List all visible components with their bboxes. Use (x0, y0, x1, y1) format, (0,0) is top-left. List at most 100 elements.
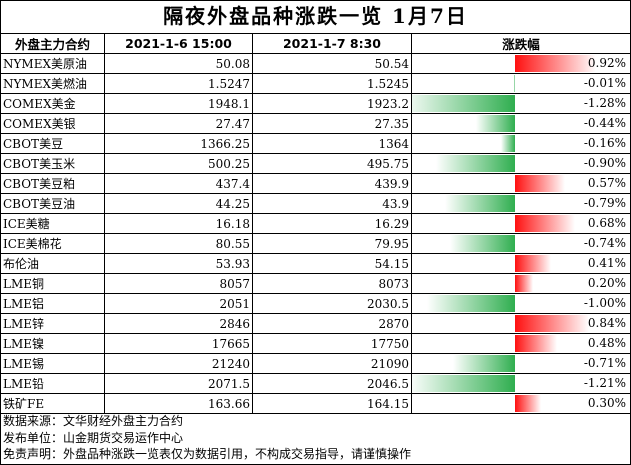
change-cell: 0.92% (411, 53, 631, 74)
curr-price: 439.9 (252, 173, 412, 194)
page-title: 隔夜外盘品种涨跌一览 1月7日 (163, 4, 468, 28)
prev-price: 53.93 (104, 253, 253, 274)
prev-price: 16.18 (104, 213, 253, 234)
change-bar (476, 115, 515, 132)
change-cell: -0.79% (411, 193, 631, 214)
contract-name: ICE美棉花 (0, 233, 105, 254)
contract-name: COMEX美银 (0, 113, 105, 134)
table-row: CBOT美玉米 500.25 495.75 -0.90% (0, 153, 631, 174)
prev-price: 2051 (104, 293, 253, 314)
change-cell: -0.74% (411, 233, 631, 254)
table-row: COMEX美银 27.47 27.35 -0.44% (0, 113, 631, 134)
change-bar (515, 275, 533, 292)
contract-name: CBOT美玉米 (0, 153, 105, 174)
table-row: NYMEX美原油 50.08 50.54 0.92% (0, 53, 631, 74)
change-percent: 0.48% (587, 336, 626, 350)
change-percent: 0.41% (587, 256, 626, 270)
curr-price: 43.9 (252, 193, 412, 214)
curr-price: 1.5245 (252, 73, 412, 94)
change-bar (515, 255, 552, 272)
curr-price: 8073 (252, 273, 412, 294)
change-bar (445, 195, 515, 212)
change-cell: 0.20% (411, 273, 631, 294)
contract-name: LME锌 (0, 313, 105, 334)
table-row: CBOT美豆粕 437.4 439.9 0.57% (0, 173, 631, 194)
change-bar (435, 155, 515, 172)
table-row: ICE美棉花 80.55 79.95 -0.74% (0, 233, 631, 254)
change-cell: -0.71% (411, 353, 631, 374)
prev-price: 437.4 (104, 173, 253, 194)
curr-price: 27.35 (252, 113, 412, 134)
curr-price: 495.75 (252, 153, 412, 174)
publisher-note: 发布单位：山金期货交易运作中心 (3, 430, 184, 445)
prev-price: 1366.25 (104, 133, 253, 154)
change-bar (412, 95, 515, 112)
contract-name: NYMEX美燃油 (0, 73, 105, 94)
column-header-prev-time: 2021-1-6 15:00 (104, 33, 253, 54)
change-cell: 0.84% (411, 313, 631, 334)
change-bar (449, 235, 515, 252)
change-percent: -0.44% (583, 116, 626, 130)
change-cell: 0.68% (411, 213, 631, 234)
curr-price: 79.95 (252, 233, 412, 254)
column-header-contract: 外盘主力合约 (0, 33, 105, 54)
change-cell: 0.41% (411, 253, 631, 274)
change-cell: 0.30% (411, 393, 631, 414)
curr-price: 164.15 (252, 393, 412, 414)
change-bar (515, 215, 575, 232)
table-row: ICE美糖 16.18 16.29 0.68% (0, 213, 631, 234)
change-bar (452, 355, 515, 372)
change-percent: -1.00% (583, 296, 626, 310)
prev-price: 500.25 (104, 153, 253, 174)
change-bar (515, 315, 589, 332)
curr-price: 1923.2 (252, 93, 412, 114)
curr-price: 1364 (252, 133, 412, 154)
curr-price: 54.15 (252, 253, 412, 274)
change-bar (412, 375, 515, 392)
contract-name: 铁矿FE (0, 393, 105, 414)
contract-name: CBOT美豆 (0, 133, 105, 154)
price-table: 外盘主力合约 2021-1-6 15:00 2021-1-7 8:30 涨跌幅 … (0, 33, 631, 414)
change-percent: 0.30% (587, 396, 626, 410)
change-bar (514, 75, 516, 92)
change-percent: -0.74% (583, 236, 626, 250)
prev-price: 50.08 (104, 53, 253, 74)
curr-price: 2046.5 (252, 373, 412, 394)
data-source-note: 数据来源：文华财经外盘主力合约 (3, 414, 184, 428)
table-row: LME镍 17665 17750 0.48% (0, 333, 631, 354)
change-cell: -0.44% (411, 113, 631, 134)
contract-name: LME镍 (0, 333, 105, 354)
contract-name: NYMEX美原油 (0, 53, 105, 74)
prev-price: 1.5247 (104, 73, 253, 94)
change-percent: -0.71% (583, 356, 626, 370)
table-row: LME铜 8057 8073 0.20% (0, 273, 631, 294)
change-percent: 0.20% (587, 276, 626, 290)
table-row: LME锌 2846 2870 0.84% (0, 313, 631, 334)
contract-name: CBOT美豆油 (0, 193, 105, 214)
change-percent: -1.28% (583, 96, 626, 110)
curr-price: 50.54 (252, 53, 412, 74)
prev-price: 80.55 (104, 233, 253, 254)
contract-name: ICE美糖 (0, 213, 105, 234)
change-bar (500, 135, 515, 152)
change-percent: -0.16% (583, 136, 626, 150)
change-percent: -0.90% (583, 156, 626, 170)
contract-name: LME铅 (0, 373, 105, 394)
footnotes: 数据来源：文华财经外盘主力合约 发布单位：山金期货交易运作中心 免责声明：外盘品… (3, 413, 411, 463)
curr-price: 2870 (252, 313, 412, 334)
column-header-change: 涨跌幅 (411, 33, 631, 54)
change-bar (515, 175, 566, 192)
curr-price: 21090 (252, 353, 412, 374)
prev-price: 2071.5 (104, 373, 253, 394)
change-cell: -1.21% (411, 373, 631, 394)
table-row: COMEX美金 1948.1 1923.2 -1.28% (0, 93, 631, 114)
change-percent: -0.01% (583, 76, 626, 90)
prev-price: 44.25 (104, 193, 253, 214)
contract-name: 布伦油 (0, 253, 105, 274)
prev-price: 27.47 (104, 113, 253, 134)
change-cell: -0.90% (411, 153, 631, 174)
change-percent: -1.21% (583, 376, 626, 390)
change-percent: 0.92% (587, 56, 626, 70)
curr-price: 2030.5 (252, 293, 412, 314)
prev-price: 17665 (104, 333, 253, 354)
